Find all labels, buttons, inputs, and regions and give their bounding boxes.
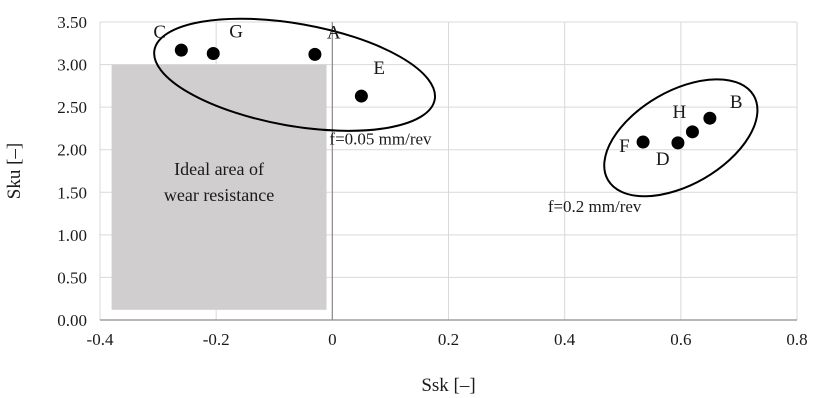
data-point xyxy=(671,136,685,150)
x-tick-label: 0.2 xyxy=(438,330,459,349)
region-layer xyxy=(111,64,327,310)
data-point xyxy=(354,89,368,103)
point-label: D xyxy=(656,149,670,170)
point-label: C xyxy=(153,22,166,43)
y-tick-label: 2.50 xyxy=(57,98,87,117)
ideal-area xyxy=(111,64,327,310)
label-layer: -0.4 -0.2 0 0.2 0.4 0.6 0.8 0.00 0.50 1.00 1.50 2.0… xyxy=(57,13,807,349)
data-point xyxy=(308,47,322,61)
data-point xyxy=(206,47,220,61)
cluster-ellipse xyxy=(153,17,437,132)
y-tick-label: 3.00 xyxy=(57,56,87,75)
y-tick-label: 0.50 xyxy=(57,268,87,287)
cluster-ellipse xyxy=(603,78,759,198)
y-tick-label: 1.50 xyxy=(57,183,87,202)
y-tick-label: 3.50 xyxy=(57,13,87,32)
data-point xyxy=(174,43,188,57)
y-tick-label: 2.00 xyxy=(57,141,87,160)
cluster-label: f=0.05 mm/rev xyxy=(329,130,432,149)
x-tick-label: 0.8 xyxy=(786,330,807,349)
y-tick-label: 0.00 xyxy=(57,311,87,330)
axis-layer xyxy=(100,22,797,321)
cluster-label: f=0.2 mm/rev xyxy=(548,197,642,216)
ideal-area-text: Ideal area of xyxy=(174,159,264,179)
ideal-area-text: wear resistance xyxy=(164,185,274,205)
point-label: G xyxy=(229,22,243,43)
data-point xyxy=(703,111,717,125)
x-tick-label: 0 xyxy=(328,330,337,349)
x-tick-label: 0.4 xyxy=(554,330,576,349)
x-axis-title: Ssk [–] xyxy=(421,375,475,396)
data-point xyxy=(685,125,699,139)
y-axis-title: Sku [–] xyxy=(4,143,25,199)
x-tick-label: -0.2 xyxy=(203,330,230,349)
point-label: H xyxy=(672,102,686,123)
cluster-layer xyxy=(153,17,759,198)
x-tick-label: 0.6 xyxy=(670,330,691,349)
point-label: E xyxy=(373,58,385,79)
x-tick-label: -0.4 xyxy=(87,330,114,349)
point-label: B xyxy=(730,92,743,113)
y-tick-label: 1.00 xyxy=(57,226,87,245)
point-label: A xyxy=(327,22,341,43)
point-label: F xyxy=(619,136,630,157)
data-point xyxy=(636,135,650,149)
point-layer xyxy=(174,43,717,150)
